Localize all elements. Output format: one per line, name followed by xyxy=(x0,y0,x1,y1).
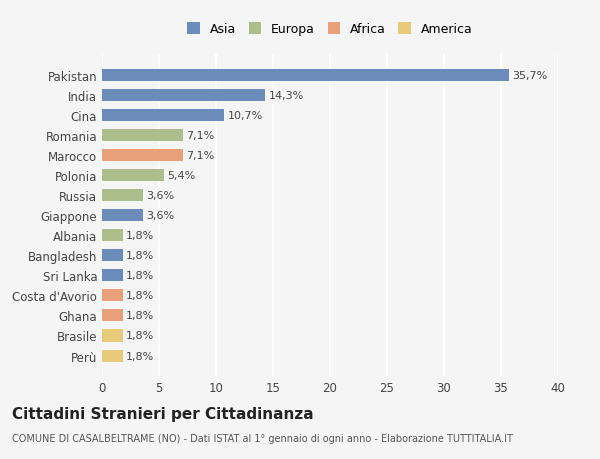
Bar xyxy=(102,70,509,82)
Text: 1,8%: 1,8% xyxy=(126,291,154,301)
Bar xyxy=(102,150,183,162)
Text: COMUNE DI CASALBELTRAME (NO) - Dati ISTAT al 1° gennaio di ogni anno - Elaborazi: COMUNE DI CASALBELTRAME (NO) - Dati ISTA… xyxy=(12,433,513,442)
Legend: Asia, Europa, Africa, America: Asia, Europa, Africa, America xyxy=(184,20,476,40)
Bar xyxy=(102,170,164,182)
Bar xyxy=(102,110,224,122)
Bar xyxy=(102,290,122,302)
Text: 5,4%: 5,4% xyxy=(167,171,195,181)
Text: 14,3%: 14,3% xyxy=(268,91,304,101)
Text: 1,8%: 1,8% xyxy=(126,351,154,361)
Text: 7,1%: 7,1% xyxy=(187,131,215,141)
Text: 1,8%: 1,8% xyxy=(126,331,154,341)
Bar xyxy=(102,190,143,202)
Text: 1,8%: 1,8% xyxy=(126,311,154,321)
Text: 3,6%: 3,6% xyxy=(146,191,175,201)
Text: 1,8%: 1,8% xyxy=(126,271,154,281)
Text: 7,1%: 7,1% xyxy=(187,151,215,161)
Bar xyxy=(102,330,122,342)
Bar xyxy=(102,90,265,102)
Bar xyxy=(102,350,122,362)
Text: Cittadini Stranieri per Cittadinanza: Cittadini Stranieri per Cittadinanza xyxy=(12,406,314,421)
Text: 1,8%: 1,8% xyxy=(126,231,154,241)
Text: 3,6%: 3,6% xyxy=(146,211,175,221)
Text: 10,7%: 10,7% xyxy=(227,111,263,121)
Bar xyxy=(102,130,183,142)
Bar xyxy=(102,270,122,282)
Bar xyxy=(102,230,122,242)
Bar xyxy=(102,310,122,322)
Bar xyxy=(102,210,143,222)
Text: 35,7%: 35,7% xyxy=(512,71,548,81)
Text: 1,8%: 1,8% xyxy=(126,251,154,261)
Bar xyxy=(102,250,122,262)
